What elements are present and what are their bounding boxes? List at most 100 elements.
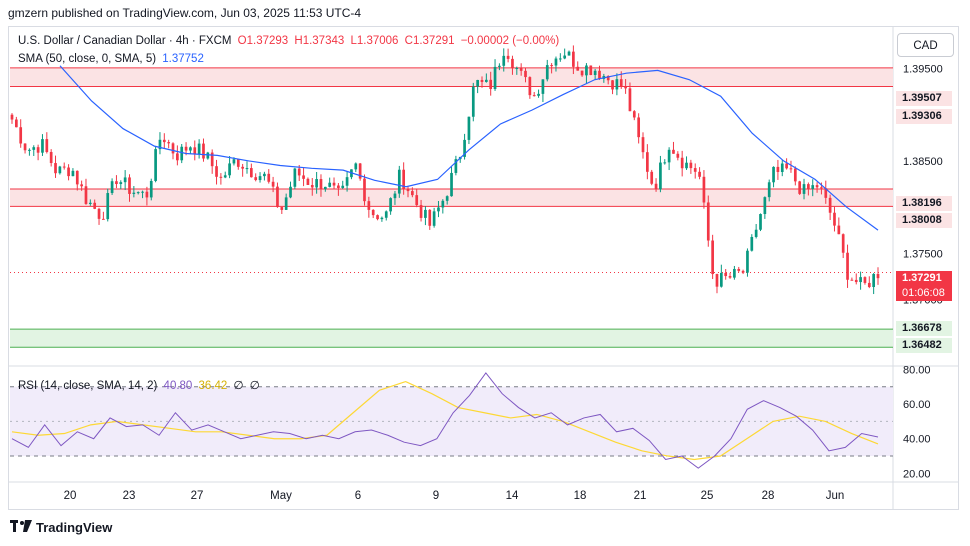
candle-body (532, 95, 536, 97)
candle-body (180, 146, 184, 161)
candle-body (711, 240, 714, 275)
candle-body (854, 279, 858, 283)
candle-body (176, 153, 179, 161)
candle-body (397, 169, 401, 194)
candle-body (850, 279, 854, 281)
candle-body (80, 184, 83, 187)
candle-body (315, 179, 318, 188)
candle-body (32, 147, 36, 150)
candle-body (476, 79, 479, 87)
candle-body (28, 149, 31, 151)
candle-body (733, 268, 736, 278)
candle-body (776, 166, 780, 172)
candle-body (128, 177, 131, 194)
candle-body (141, 191, 144, 193)
candle-body (502, 55, 506, 66)
candle-body (54, 163, 57, 174)
candle-body (419, 205, 423, 218)
candle-body (741, 270, 745, 273)
time-tick-label: 27 (191, 490, 204, 502)
currency-button[interactable]: CAD (897, 33, 954, 57)
candle-body (706, 202, 710, 241)
candle-body (441, 200, 445, 208)
candle-body (454, 159, 458, 173)
candle-body (624, 86, 627, 89)
candle-body (820, 187, 823, 189)
candle-body (406, 189, 410, 192)
candle-body (807, 184, 810, 189)
candle-body (663, 162, 667, 164)
ohlc-open: O1.37293 (237, 35, 289, 47)
candle-body (202, 143, 205, 159)
candle-body (384, 211, 388, 218)
candle-body (759, 214, 762, 230)
sma-value: 1.37752 (162, 53, 204, 65)
candle-body (824, 188, 828, 198)
time-tick-label: 18 (574, 490, 587, 502)
candle-body (724, 272, 728, 277)
time-tick-label: 6 (355, 490, 361, 502)
time-tick-label: May (270, 490, 292, 502)
candle-body (872, 274, 875, 288)
candle-body (106, 193, 110, 220)
candle-body (115, 181, 118, 185)
candle-body (167, 142, 171, 144)
rsi-extra-1: ∅ (233, 380, 244, 392)
candle-body (389, 198, 392, 212)
candle-body (763, 197, 767, 215)
candle-body (58, 166, 62, 174)
rsi-tick-label: 40.00 (903, 434, 931, 446)
candle-body (428, 209, 432, 226)
candle-body (171, 143, 175, 154)
candle-body (524, 70, 527, 78)
candle-body (632, 111, 636, 118)
candle-body (132, 192, 136, 194)
candle-body (650, 171, 654, 184)
candle-body (511, 58, 514, 69)
candle-body (119, 182, 123, 185)
candle-body (680, 157, 684, 169)
candle-body (23, 143, 27, 151)
candle-body (223, 175, 227, 178)
candle-body (154, 149, 157, 181)
chart-frame[interactable] (8, 26, 959, 510)
candle-body (402, 169, 406, 190)
candle-body (328, 182, 332, 187)
rsi-tick-label: 80.00 (903, 364, 931, 376)
candle-body (310, 184, 314, 188)
candle-body (363, 178, 366, 202)
price-tick-label: 1.38500 (903, 156, 943, 168)
candle-body (750, 236, 754, 251)
price-tag-s1: 1.36678 (896, 321, 952, 336)
sma-title: SMA (50, close, 0, SMA, 5) (18, 53, 157, 65)
ohlc-change: −0.00002 (−0.00%) (460, 35, 560, 47)
candle-body (728, 276, 732, 278)
candle-body (563, 55, 567, 59)
candle-body (75, 170, 79, 185)
candle-body (828, 197, 832, 213)
candle-body (249, 168, 253, 178)
candle-body (215, 166, 218, 177)
rsi-value: 40.80 (163, 380, 193, 392)
time-tick-label: 14 (506, 490, 519, 502)
price-tick-label: 1.39500 (903, 64, 943, 76)
candle-body (585, 65, 588, 76)
rsi-tick-label: 60.00 (903, 399, 931, 411)
candle-body (558, 58, 562, 60)
candle-body (672, 149, 675, 154)
candle-body (67, 167, 70, 177)
candle-body (236, 159, 240, 167)
candle-body (715, 274, 719, 287)
tradingview-logo-icon (10, 519, 32, 535)
candle-body (719, 272, 723, 287)
candle-body (354, 163, 358, 170)
ohlc-close: C1.37291 (404, 35, 455, 47)
footer-brand[interactable]: TradingView (10, 519, 112, 535)
candle-body (550, 65, 553, 67)
candle-body (123, 177, 127, 183)
symbol-title: U.S. Dollar / Canadian Dollar · 4h · FXC… (18, 35, 232, 47)
candle-body (84, 186, 88, 204)
candle-body (210, 152, 214, 167)
price-legend: U.S. Dollar / Canadian Dollar · 4h · FXC… (18, 35, 562, 47)
